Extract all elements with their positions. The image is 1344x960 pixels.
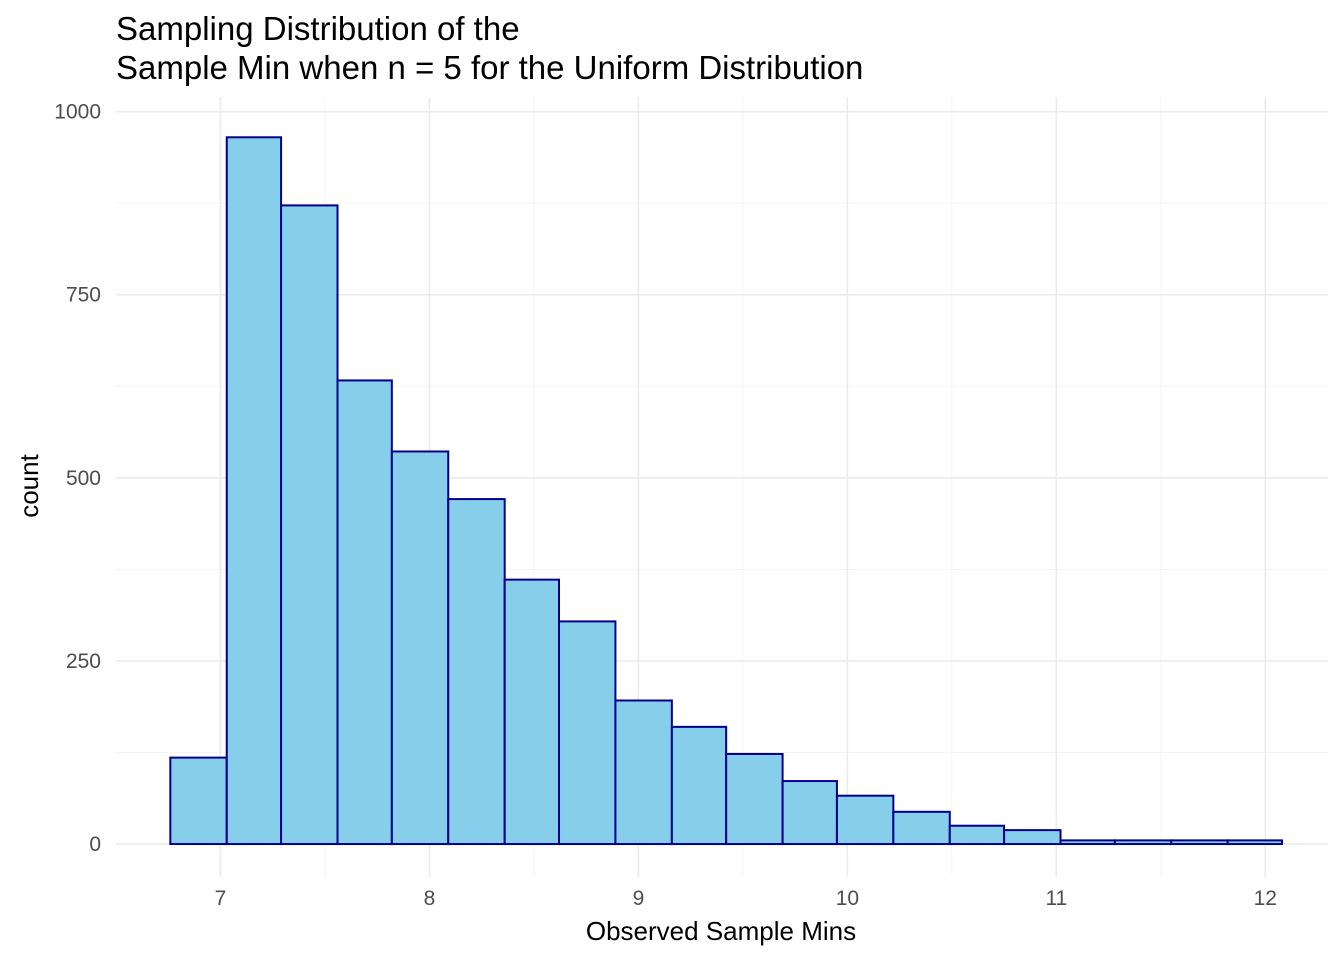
histogram-bar: [1170, 839, 1229, 846]
histogram-bar: [336, 379, 393, 846]
chart-title-line-2: Sample Min when n = 5 for the Uniform Di…: [116, 49, 863, 86]
y-tick-label: 750: [66, 284, 101, 307]
x-tick-label: 8: [424, 887, 436, 910]
histogram-bar: [558, 620, 617, 846]
x-tick-label: 11: [1045, 887, 1067, 910]
histogram-bar: [1059, 839, 1116, 846]
histogram-bar: [225, 136, 283, 846]
histogram-bar: [447, 498, 506, 846]
x-tick-label: 12: [1254, 887, 1277, 910]
histogram-bar: [614, 699, 673, 846]
histogram-bar: [1226, 839, 1284, 846]
histogram-bar: [390, 450, 450, 846]
y-tick-label: 0: [89, 833, 101, 856]
x-axis-tick-labels: 7 8 9 10 11 12: [215, 887, 1277, 910]
y-axis-title: count: [14, 453, 44, 517]
histogram-bar: [948, 824, 1006, 846]
histogram-bar: [670, 725, 728, 846]
y-tick-label: 250: [66, 650, 101, 673]
histogram-bar: [892, 810, 951, 846]
y-tick-label: 1000: [54, 101, 101, 124]
chart-title-line-1: Sampling Distribution of the: [116, 10, 520, 47]
histogram-bar: [169, 756, 228, 846]
histogram-bar: [1113, 839, 1173, 846]
histogram-bar: [725, 752, 784, 846]
histogram-bar: [1003, 829, 1062, 846]
y-tick-label: 500: [66, 467, 101, 490]
histogram-bar: [280, 204, 339, 846]
x-axis-title: Observed Sample Mins: [586, 916, 856, 946]
histogram-bar: [503, 578, 561, 846]
x-tick-label: 10: [836, 887, 859, 910]
x-tick-label: 9: [633, 887, 645, 910]
histogram-bars: [169, 136, 1284, 846]
x-tick-label: 7: [215, 887, 227, 910]
histogram-bar: [781, 780, 838, 846]
y-axis-tick-labels: 0 250 500 750 1000: [54, 101, 101, 856]
histogram-bar: [835, 794, 895, 846]
